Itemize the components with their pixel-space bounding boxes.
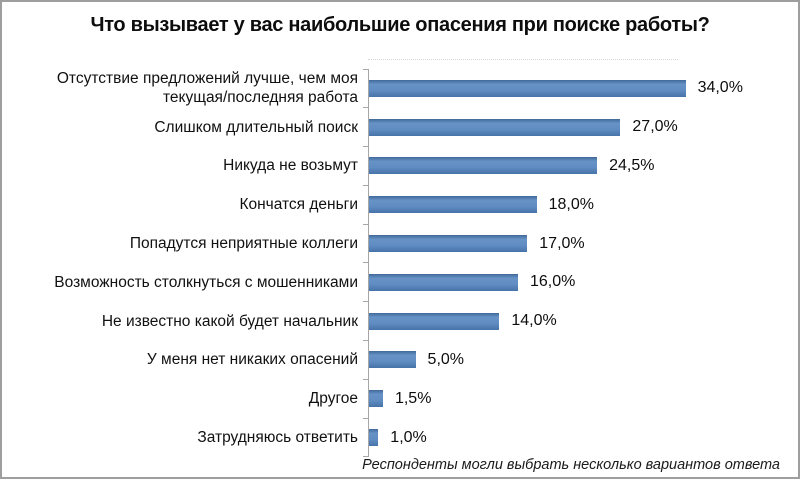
category-label: У меня нет никаких опасений (146, 351, 358, 369)
chart-row: Попадутся неприятные коллеги 17,0% (2, 223, 788, 263)
value-label: 27,0% (632, 118, 678, 136)
category-label: Другое (308, 390, 358, 408)
value-label: 1,0% (390, 428, 427, 446)
bar (369, 118, 621, 136)
value-label: 5,0% (427, 350, 465, 368)
bar (369, 429, 379, 447)
chart-row: Затрудняюсь ответить 1,0% (2, 417, 788, 458)
category-label: Кончатся деньги (239, 196, 358, 214)
value-label: 24,5% (609, 156, 655, 174)
bar-track: 18,0% (363, 184, 788, 225)
chart-footnote: Респонденты могли выбрать несколько вари… (362, 457, 780, 473)
bar-track: 1,0% (363, 417, 788, 458)
bar (369, 273, 518, 291)
category-label: Никуда не возьмут (223, 157, 358, 175)
value-label: 34,0% (697, 79, 743, 97)
bar-track: 24,5% (363, 146, 788, 186)
bar-track: 5,0% (363, 340, 788, 380)
bar (369, 157, 598, 175)
bar-chart: Отсутствие предложений лучше, чем моя те… (2, 68, 788, 458)
chart-row: Слишком длительный поиск 27,0% (2, 107, 788, 147)
chart-row: Возможность столкнуться с мошенниками 16,… (2, 262, 788, 302)
chart-row: Отсутствие предложений лучше, чем моя те… (2, 68, 788, 108)
bar (369, 390, 383, 408)
value-label: 1,5% (394, 389, 432, 407)
value-label: 16,0% (529, 273, 576, 291)
bar (369, 79, 686, 97)
bar-track: 34,0% (363, 68, 788, 108)
bar-track: 16,0% (363, 262, 788, 302)
category-label: Попадутся неприятные коллеги (129, 235, 358, 253)
category-label: Затрудняюсь ответить (197, 429, 358, 447)
category-label: Возможность столкнуться с мошенниками (54, 273, 358, 291)
chart-row: У меня нет никаких опасений 5,0% (2, 340, 788, 380)
bar (369, 196, 537, 214)
chart-row: Кончатся деньги 18,0% (2, 184, 788, 225)
bar-track: 27,0% (363, 107, 788, 147)
bar-track: 17,0% (363, 223, 788, 263)
value-label: 17,0% (539, 234, 585, 252)
chart-row: Не известно какой будет начальник 14,0% (2, 301, 788, 341)
category-label: Отсутствие предложений лучше, чем моя те… (56, 70, 358, 107)
bar (369, 235, 528, 253)
bar-track: 14,0% (363, 301, 788, 341)
plot-top-gridline (368, 59, 678, 60)
value-label: 14,0% (511, 312, 557, 330)
bar-track: 1,5% (363, 378, 788, 419)
bar (369, 312, 500, 330)
category-label: Не известно какой будет начальник (101, 312, 358, 330)
chart-row: Никуда не возьмут 24,5% (2, 146, 788, 186)
chart-title: Что вызывает у вас наибольшие опасения п… (90, 14, 710, 36)
bar (369, 351, 416, 369)
chart-row: Другое 1,5% (2, 378, 788, 419)
category-label: Слишком длительный поиск (154, 118, 358, 136)
value-label: 18,0% (548, 195, 594, 213)
